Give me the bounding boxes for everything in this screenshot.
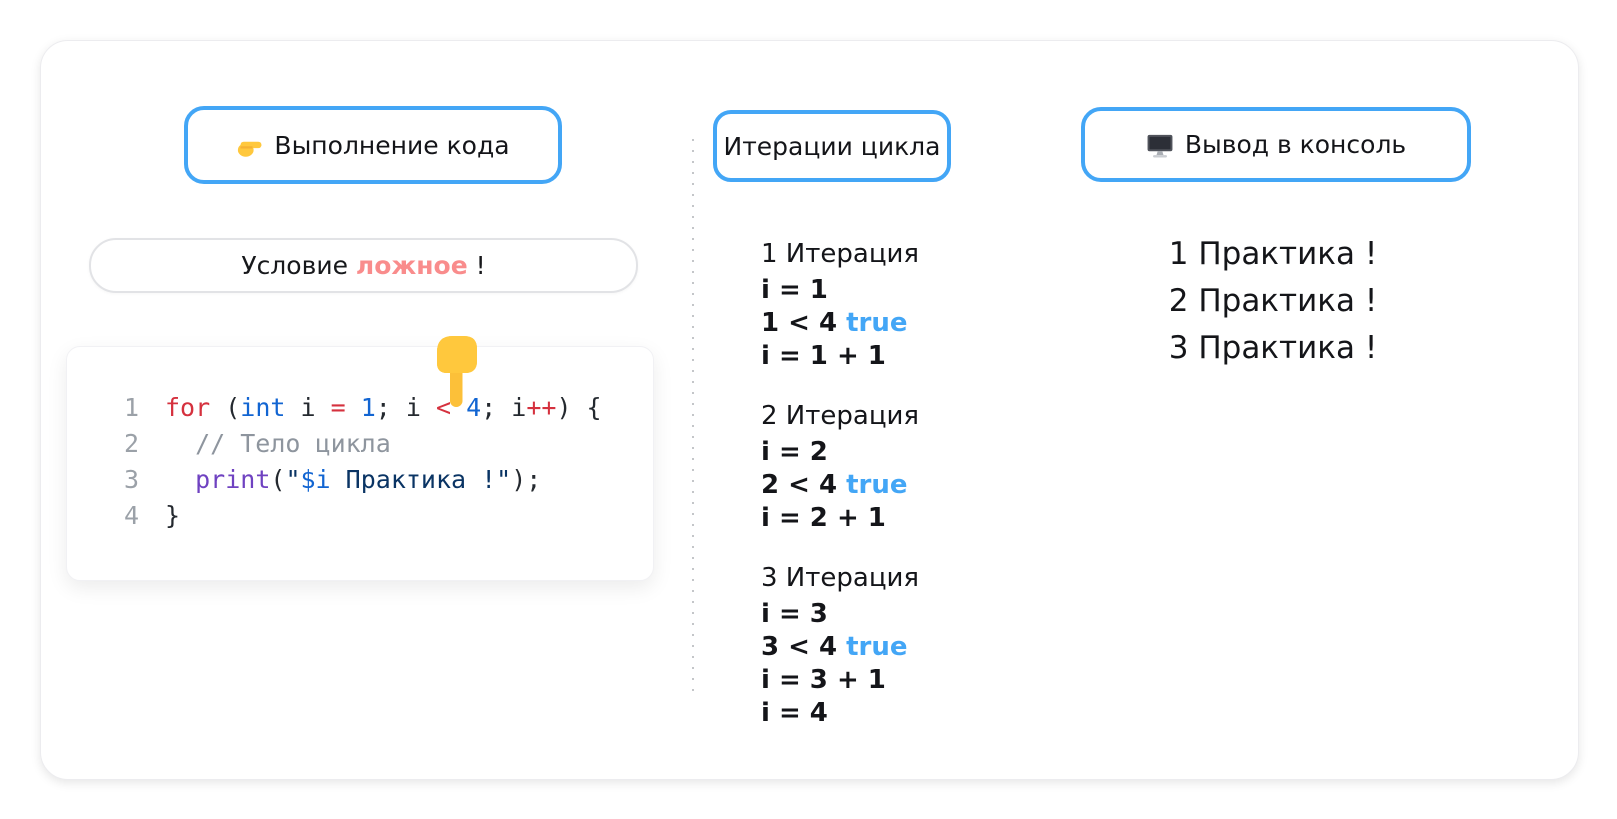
code-token: ( <box>210 392 241 422</box>
code-token: ++ <box>526 392 557 422</box>
console-line: 3 Практика ! <box>1168 330 1378 366</box>
iteration-step: 3 < 4 true <box>761 631 919 664</box>
iteration-step: i = 1 <box>761 274 919 307</box>
console-line: 2 Практика ! <box>1168 283 1378 319</box>
line-number: 2 <box>124 428 140 458</box>
code-token: } <box>165 500 181 530</box>
code-token: $i <box>300 464 331 494</box>
iteration-step: i = 3 + 1 <box>761 664 919 697</box>
line-number: 4 <box>124 500 140 530</box>
iteration-step: i = 1 + 1 <box>761 340 919 373</box>
execution-badge-label: Выполнение кода <box>274 130 510 160</box>
code-line: 3 print(" $i Практика !"); <box>124 461 653 497</box>
code-token: ; i <box>481 392 527 422</box>
desktop-computer-icon <box>1146 131 1174 159</box>
code-token <box>346 393 361 422</box>
condition-pill: Условие ложное ! <box>89 238 638 293</box>
code-token: for <box>165 392 211 422</box>
condition-suffix: ! <box>467 251 486 280</box>
code-token: ; i <box>375 392 436 422</box>
main-card: Выполнение кода Итерации цикла Вывод в к… <box>40 40 1579 780</box>
iteration-step: i = 2 <box>761 436 919 469</box>
code-token: 4 <box>466 392 482 422</box>
step-segment: true <box>846 308 908 338</box>
code-token: int <box>240 392 286 422</box>
condition-highlight: ложное <box>355 251 468 280</box>
code-line: 1 for (int i = 1; i < 4; i ++) { <box>124 389 653 425</box>
console-badge: Вывод в консоль <box>1081 107 1471 182</box>
code-token: ); <box>511 464 542 494</box>
code-lines: 1 for (int i = 1; i < 4; i ++) {2 // Тело … <box>124 389 653 533</box>
iteration-step: 1 < 4 true <box>761 307 919 340</box>
pointing-right-hand-icon <box>236 132 263 159</box>
iteration-title: 3 Итерация <box>761 563 920 593</box>
dotted-divider <box>692 139 694 695</box>
code-token <box>165 465 195 494</box>
code-line: 2 // Тело цикла <box>124 425 653 461</box>
step-segment: i = 4 <box>761 698 828 728</box>
line-number: 3 <box>124 464 140 494</box>
console-badge-label: Вывод в консоль <box>1184 130 1407 159</box>
step-segment: i = 3 + 1 <box>761 665 886 695</box>
code-token: " <box>285 464 301 494</box>
iteration-step: i = 4 <box>761 697 919 730</box>
code-token: print <box>195 464 271 494</box>
code-token: ( <box>270 464 286 494</box>
console-lines: 1 Практика ! 2 Практика ! 3 Практика ! <box>1073 231 1473 372</box>
iteration-step: 2 < 4 true <box>761 469 919 502</box>
line-number: 1 <box>124 392 140 422</box>
code-token: < <box>435 392 452 422</box>
iteration-title: 2 Итерация <box>761 401 920 431</box>
iteration-step: i = 3 <box>761 598 919 631</box>
code-token: Практика !" <box>330 464 512 494</box>
code-token: // Тело цикла <box>165 428 391 458</box>
execution-badge: Выполнение кода <box>184 106 562 184</box>
code-token: i <box>285 392 331 422</box>
condition-prefix: Условие <box>241 251 356 280</box>
iteration-step: i = 2 + 1 <box>761 502 919 535</box>
iterations-badge-label: Итерации цикла <box>723 131 941 161</box>
code-token: = <box>330 392 346 422</box>
step-segment: i = 2 <box>761 437 828 467</box>
iteration-title: 1 Итерация <box>761 239 920 269</box>
code-block: 1 for (int i = 1; i < 4; i ++) {2 // Тело … <box>66 346 654 581</box>
console-line: 1 Практика ! <box>1168 236 1378 272</box>
code-token: ) { <box>556 392 602 422</box>
step-segment: i = 3 <box>761 599 828 629</box>
step-segment: i = 2 + 1 <box>761 503 886 533</box>
step-segment: true <box>846 470 908 500</box>
step-segment: true <box>846 632 908 662</box>
code-line: 4} <box>124 497 653 533</box>
step-segment: 1 < 4 <box>761 308 847 338</box>
step-segment: i = 1 + 1 <box>761 341 886 371</box>
step-segment: 2 < 4 <box>761 470 847 500</box>
step-segment: i = 1 <box>761 275 828 305</box>
step-segment: 3 < 4 <box>761 632 847 662</box>
pointing-down-hand-icon <box>434 332 480 410</box>
code-token: 1 <box>360 392 376 422</box>
iterations-badge: Итерации цикла <box>713 110 951 182</box>
